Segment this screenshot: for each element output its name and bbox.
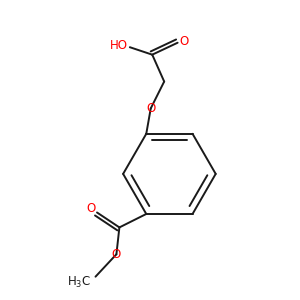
Text: H$_3$C: H$_3$C: [67, 274, 91, 290]
Text: HO: HO: [110, 39, 128, 52]
Text: O: O: [86, 202, 96, 215]
Text: O: O: [112, 248, 121, 261]
Text: O: O: [180, 35, 189, 48]
Text: O: O: [146, 102, 155, 115]
